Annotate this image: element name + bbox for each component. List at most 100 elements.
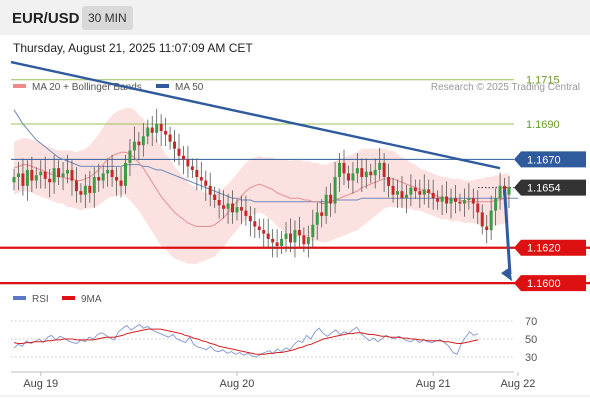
candle-body [378, 162, 382, 170]
resistance-trendline [10, 60, 501, 170]
candle-body [480, 212, 484, 227]
candle-body [231, 203, 235, 213]
candle-body [159, 123, 163, 132]
candle-body [199, 177, 203, 181]
candle-body [364, 171, 368, 177]
candle-body [92, 177, 96, 193]
candle-body [137, 141, 141, 146]
candle-body [436, 198, 440, 202]
candle-body [39, 171, 43, 176]
candle-body [409, 187, 413, 195]
candle-body [400, 191, 404, 199]
candle-body [320, 212, 324, 216]
rsi-tick-label: 50 [525, 334, 537, 346]
candle-body [146, 127, 150, 137]
legend-swatch [13, 296, 26, 300]
level-value-1.1715: 1.1715 [526, 75, 560, 87]
candle-body [34, 175, 38, 181]
candle-body [204, 180, 208, 186]
candle-body [186, 159, 190, 167]
x-tick-label: Aug 19 [23, 378, 58, 390]
candle-body [351, 173, 355, 181]
candle-body [217, 199, 221, 206]
level-tag-1.1654 [514, 179, 586, 196]
candle-body [494, 198, 498, 211]
candle-body [43, 171, 47, 179]
legend-label: 9MA [81, 294, 102, 305]
candle-body [57, 168, 61, 177]
candle-body [66, 169, 70, 174]
candle-body [235, 207, 239, 213]
candle-body [115, 177, 119, 181]
x-tick-label: Aug 20 [220, 378, 255, 390]
candle-body [342, 162, 346, 174]
candle-body [360, 168, 364, 177]
candle-body [150, 127, 154, 133]
forecast-arrow-shaft [503, 189, 512, 275]
candle-body [382, 162, 386, 177]
candle-body [391, 185, 395, 195]
candle-body [177, 148, 181, 156]
candle-body [507, 187, 511, 195]
x-tick-label: Aug 21 [416, 378, 451, 390]
candle-body [132, 141, 136, 151]
candle-body [440, 196, 444, 202]
candle-body [288, 233, 292, 243]
candle-body [79, 191, 83, 195]
candle-body [253, 221, 257, 227]
timeframe-button[interactable]: 30 MIN [82, 6, 133, 30]
candle-body [168, 134, 172, 142]
legend-swatch [156, 84, 169, 88]
candle-body [155, 123, 159, 133]
level-value-1.1600: 1.1600 [527, 278, 561, 290]
candle-body [123, 162, 127, 186]
candle-body [489, 210, 493, 231]
candle-body [498, 185, 502, 199]
candle-body [101, 173, 105, 181]
candle-body [284, 233, 288, 239]
candle-body [48, 178, 52, 183]
candle-body [141, 136, 145, 146]
legend-label: MA 50 [175, 82, 204, 93]
candle-body [70, 169, 74, 181]
x-tick-label: Aug 22 [500, 378, 535, 390]
candle-body [181, 155, 185, 160]
candle-body [244, 210, 248, 216]
candle-body [271, 238, 275, 243]
candle-body [52, 168, 56, 183]
candle-body [324, 194, 328, 216]
credit-text: Research © 2025 Trading Central [431, 82, 580, 93]
candle-body [329, 194, 333, 204]
level-value-1.1670: 1.1670 [527, 154, 561, 166]
rsi-legend: RSI 9MA [13, 294, 102, 305]
candle-body [222, 205, 226, 209]
candle-body [449, 198, 453, 204]
candle-body [453, 198, 457, 202]
level-tag-1.1620 [514, 239, 586, 256]
level-tag-1.1600 [514, 275, 586, 292]
candle-body [476, 203, 480, 213]
candle-body [195, 169, 199, 177]
candle-body [257, 226, 261, 231]
candle-body [110, 169, 114, 177]
candle-body [164, 131, 168, 135]
candle-body [83, 185, 87, 195]
candle-body [275, 242, 279, 246]
candle-body [485, 226, 489, 231]
symbol-label: EUR/USD [12, 10, 80, 27]
candle-body [427, 189, 431, 193]
legend-label: MA 20 + Bollinger Bands [32, 82, 142, 93]
candle-body [208, 185, 212, 195]
candle-body [25, 169, 29, 186]
candle-body [128, 150, 132, 163]
candle-body [16, 173, 20, 177]
candle-body [387, 177, 391, 186]
candle-body [431, 192, 435, 199]
bollinger-band [14, 108, 509, 264]
candle-body [445, 196, 449, 204]
candle-body [311, 224, 315, 238]
candle-body [458, 201, 462, 204]
ma20-line [13, 151, 509, 227]
candle-body [418, 191, 422, 195]
